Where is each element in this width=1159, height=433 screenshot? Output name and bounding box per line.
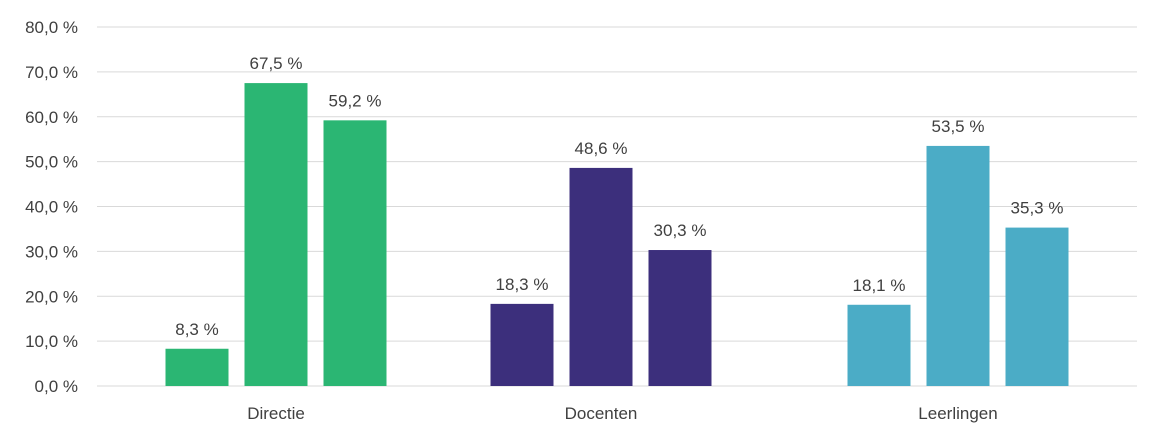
y-tick-label: 60,0 % bbox=[25, 108, 78, 127]
data-labels: 8,3 % 67,5 % 59,2 % 18,3 % 48,6 % 30,3 % 18,1 … bbox=[175, 54, 1063, 339]
bar bbox=[648, 250, 712, 386]
data-label: 67,5 % bbox=[250, 54, 303, 73]
y-tick-label: 20,0 % bbox=[25, 287, 78, 306]
data-label: 48,6 % bbox=[575, 139, 628, 158]
x-category-label: Leerlingen bbox=[918, 404, 997, 423]
bar bbox=[926, 145, 990, 386]
bar bbox=[323, 120, 387, 386]
bar bbox=[1005, 227, 1069, 386]
x-axis-categories: Directie Docenten Leerlingen bbox=[247, 404, 998, 423]
x-category-label: Docenten bbox=[565, 404, 638, 423]
data-label: 59,2 % bbox=[329, 91, 382, 110]
y-tick-label: 40,0 % bbox=[25, 198, 78, 217]
data-label: 30,3 % bbox=[654, 221, 707, 240]
data-label: 35,3 % bbox=[1011, 199, 1064, 218]
y-tick-label: 10,0 % bbox=[25, 332, 78, 351]
bar bbox=[569, 167, 633, 386]
data-label: 18,3 % bbox=[496, 275, 549, 294]
bar bbox=[490, 303, 554, 386]
data-label: 8,3 % bbox=[175, 320, 218, 339]
x-category-label: Directie bbox=[247, 404, 305, 423]
y-tick-label: 80,0 % bbox=[25, 18, 78, 37]
bars bbox=[165, 83, 1069, 386]
bar bbox=[847, 304, 911, 386]
y-tick-label: 30,0 % bbox=[25, 242, 78, 261]
data-label: 53,5 % bbox=[932, 117, 985, 136]
y-tick-label: 50,0 % bbox=[25, 153, 78, 172]
data-label: 18,1 % bbox=[853, 276, 906, 295]
bar bbox=[244, 83, 308, 386]
y-axis-ticks: 0,0 % 10,0 % 20,0 % 30,0 % 40,0 % 50,0 % 60,0 … bbox=[25, 18, 78, 396]
y-tick-label: 0,0 % bbox=[35, 377, 78, 396]
bar bbox=[165, 348, 229, 386]
y-tick-label: 70,0 % bbox=[25, 63, 78, 82]
